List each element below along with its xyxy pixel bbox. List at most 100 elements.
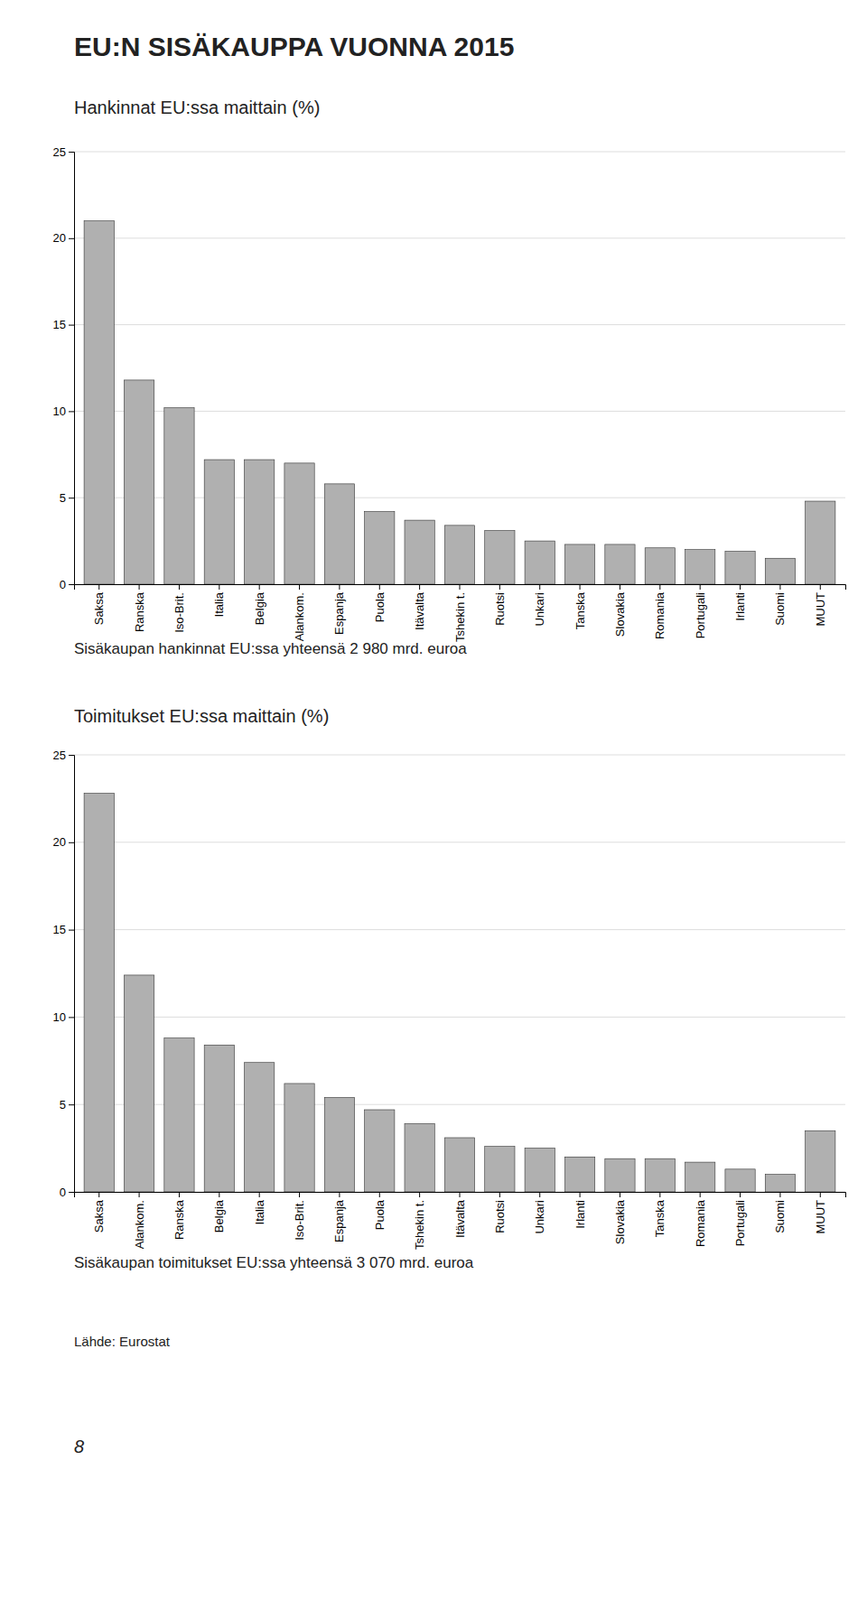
bars bbox=[83, 793, 836, 1193]
tick: Puola bbox=[372, 584, 387, 623]
page-number: 8 bbox=[74, 1436, 84, 1457]
tick-label: Belgia bbox=[212, 1199, 226, 1233]
tick-mark bbox=[68, 1016, 75, 1018]
tick: Saksa bbox=[92, 584, 106, 625]
tick-mark bbox=[539, 1192, 541, 1198]
tick-label: Romania bbox=[693, 1199, 708, 1248]
tick: Iso-Brit. bbox=[172, 584, 187, 634]
tick-label: Suomi bbox=[773, 1200, 787, 1234]
tick-mark bbox=[218, 584, 220, 590]
bar bbox=[164, 408, 195, 585]
bar bbox=[83, 793, 114, 1193]
y-axis: 0510152025 bbox=[53, 145, 75, 592]
tick: MUUT bbox=[813, 1192, 828, 1235]
tick: Irlanti bbox=[573, 1192, 588, 1230]
tick-label: Tanska bbox=[652, 1199, 667, 1238]
source: Lähde: Eurostat bbox=[74, 1333, 171, 1350]
tick-mark bbox=[579, 1192, 581, 1198]
tick-mark bbox=[379, 584, 381, 590]
tick: Ranska bbox=[132, 584, 147, 633]
tick: Alankom. bbox=[132, 1192, 147, 1250]
tick-mark bbox=[459, 1192, 461, 1198]
tick-mark bbox=[68, 238, 75, 240]
tick-mark bbox=[338, 1192, 340, 1198]
tick-label: Unkari bbox=[532, 1200, 547, 1235]
tick-mark bbox=[139, 584, 140, 590]
tick-mark bbox=[68, 497, 75, 499]
tick-label: Saksa bbox=[92, 1199, 106, 1233]
tick: Belgia bbox=[252, 584, 267, 625]
tick: 25 bbox=[53, 145, 75, 159]
tick-label: 0 bbox=[59, 1185, 66, 1200]
tick-label: Unkari bbox=[532, 592, 547, 627]
bar bbox=[805, 1130, 836, 1193]
tick: 0 bbox=[59, 1185, 75, 1200]
grid bbox=[74, 755, 846, 1193]
bar bbox=[644, 1158, 675, 1193]
x-axis: SaksaAlankom.RanskaBelgiaItaliaIso-Brit.… bbox=[74, 1192, 847, 1250]
tick-label: Romania bbox=[652, 591, 667, 640]
bar bbox=[324, 1097, 355, 1193]
bar bbox=[725, 1169, 756, 1193]
bar bbox=[324, 484, 355, 585]
tick-label: Slovakia bbox=[613, 591, 627, 637]
tick-mark bbox=[820, 584, 821, 590]
page: EU:N SISÄKAUPPA VUONNA 2015Hankinnat EU:… bbox=[0, 0, 867, 1600]
tick-mark bbox=[298, 1192, 300, 1198]
tick-label: Italia bbox=[212, 591, 226, 617]
bar bbox=[764, 558, 795, 585]
tick: Itävalta bbox=[412, 584, 427, 631]
grid-line bbox=[74, 151, 846, 153]
tick-mark bbox=[68, 584, 75, 586]
tick-label: 10 bbox=[53, 404, 66, 419]
tick: Tanska bbox=[652, 1192, 667, 1238]
tick-label: Suomi bbox=[773, 592, 787, 626]
tick-mark bbox=[659, 584, 661, 590]
tick-label: Ranska bbox=[132, 591, 147, 633]
note: Sisäkaupan toimitukset EU:ssa yhteensä 3… bbox=[74, 1254, 475, 1272]
tick: Romania bbox=[693, 1192, 708, 1248]
tick-label: 25 bbox=[53, 748, 66, 763]
tick: 25 bbox=[53, 748, 75, 763]
bar bbox=[524, 1148, 555, 1193]
tick-mark bbox=[338, 584, 340, 590]
tick-label: Irlanti bbox=[733, 592, 747, 622]
bar bbox=[83, 221, 114, 585]
tick-label: Itävalta bbox=[453, 1199, 467, 1239]
bar bbox=[685, 550, 716, 585]
bar bbox=[244, 459, 275, 585]
chart: 0510152025SaksaRanskaIso-Brit.ItaliaBelg… bbox=[53, 145, 847, 643]
tick-label: Tanska bbox=[573, 591, 588, 630]
tick: Italia bbox=[212, 584, 226, 617]
tick-label: Espanja bbox=[332, 1199, 346, 1243]
tick-label: Puola bbox=[372, 1199, 387, 1231]
tick-label: 15 bbox=[53, 922, 66, 937]
bar bbox=[444, 525, 475, 585]
tick: Unkari bbox=[532, 584, 547, 627]
tick-label: Alankom. bbox=[132, 1200, 147, 1250]
tick-mark bbox=[68, 755, 75, 756]
tick-mark bbox=[539, 584, 541, 590]
y-axis: 0510152025 bbox=[53, 748, 75, 1200]
grid-line bbox=[74, 1016, 846, 1018]
tick-mark bbox=[579, 584, 581, 590]
tick: Unkari bbox=[532, 1192, 547, 1235]
grid-line bbox=[74, 237, 846, 239]
tick-label: Tshekin t. bbox=[453, 592, 467, 643]
tick: Romania bbox=[652, 584, 667, 640]
tick: Slovakia bbox=[613, 1192, 627, 1245]
bars bbox=[83, 221, 836, 585]
tick: Itävalta bbox=[453, 1192, 467, 1239]
axis-line bbox=[74, 585, 847, 591]
tick: Portugali bbox=[693, 584, 708, 639]
tick: 15 bbox=[53, 317, 75, 332]
axis-line bbox=[74, 1193, 847, 1199]
tick: Suomi bbox=[773, 1192, 787, 1234]
tick-label: 10 bbox=[53, 1010, 66, 1025]
tick: Alankom. bbox=[292, 584, 307, 642]
tick-label: Ranska bbox=[172, 1199, 187, 1240]
bar bbox=[605, 1158, 635, 1193]
tick-mark bbox=[659, 1192, 661, 1198]
bar bbox=[685, 1162, 716, 1193]
bar bbox=[484, 1146, 515, 1193]
